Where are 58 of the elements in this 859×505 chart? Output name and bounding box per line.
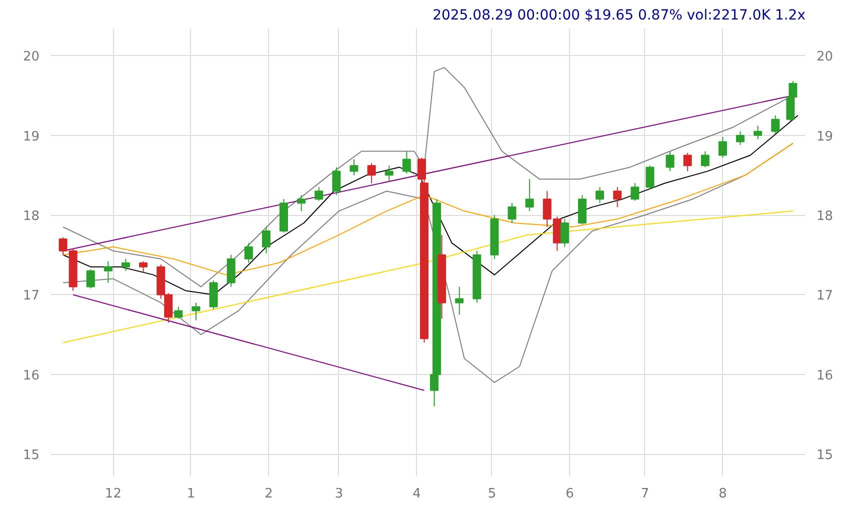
candlestick <box>192 302 200 321</box>
candlestick <box>630 182 640 202</box>
candlestick <box>560 218 569 248</box>
y2-tick-label: 20 <box>816 50 834 65</box>
y2-tick-label: 16 <box>816 368 834 384</box>
candlestick <box>700 150 710 168</box>
candlestick <box>771 114 780 134</box>
candlestick <box>683 152 692 172</box>
candlestick <box>86 268 95 289</box>
line-series <box>62 210 794 344</box>
candlestick <box>646 165 654 190</box>
candlestick <box>121 258 130 272</box>
candlestick <box>314 186 324 202</box>
x-tick-label: 3 <box>334 486 344 502</box>
candlestick <box>508 202 516 224</box>
y-tick-label: 18 <box>22 209 40 224</box>
y-tick-label: 19 <box>22 129 40 144</box>
candlestick <box>613 186 622 208</box>
candlestick <box>262 226 270 254</box>
y-tick-label: 15 <box>22 448 40 464</box>
chart-title: 2025.08.29 00:00:00 $19.65 0.87% vol:2217.0K 1.2x <box>432 8 806 24</box>
candlestick <box>718 136 727 158</box>
candlestick <box>578 194 587 226</box>
y2-tick-label: 19 <box>816 129 834 144</box>
x-tick-label: 2 <box>264 486 273 502</box>
candlestick <box>754 125 762 140</box>
x-tick-label: 12 <box>104 486 122 502</box>
candlestick <box>174 306 183 320</box>
candlestick <box>139 260 148 273</box>
y-tick-label: 16 <box>22 368 40 384</box>
candlestick <box>455 286 464 316</box>
x-tick-label: 4 <box>412 486 421 502</box>
candlestick <box>209 280 218 310</box>
candlestick <box>297 194 306 212</box>
x-tick-label: 7 <box>640 486 650 502</box>
y2-tick-label: 15 <box>816 448 834 464</box>
candlestick <box>736 130 745 146</box>
candlestick <box>596 186 604 204</box>
candlestick <box>244 242 253 264</box>
candlestick <box>525 178 534 212</box>
x-tick-label: 6 <box>566 486 574 502</box>
candlestick <box>104 260 112 284</box>
line-series <box>62 142 794 276</box>
y2-tick-label: 18 <box>816 209 834 224</box>
candlestick <box>350 158 358 176</box>
candlestick <box>226 254 236 288</box>
line-series <box>62 114 798 296</box>
y2-tick-label: 17 <box>816 288 834 304</box>
candlestick <box>666 150 674 172</box>
candlestick <box>367 162 376 184</box>
x-tick-label: 5 <box>488 486 496 502</box>
x-tick-label: 1 <box>186 486 196 502</box>
y-tick-label: 20 <box>22 50 40 65</box>
candlestick <box>384 165 394 182</box>
candlestick <box>332 166 341 196</box>
candlestick <box>402 150 411 174</box>
x-tick-label: 8 <box>718 486 727 502</box>
y-tick-label: 17 <box>22 288 40 304</box>
